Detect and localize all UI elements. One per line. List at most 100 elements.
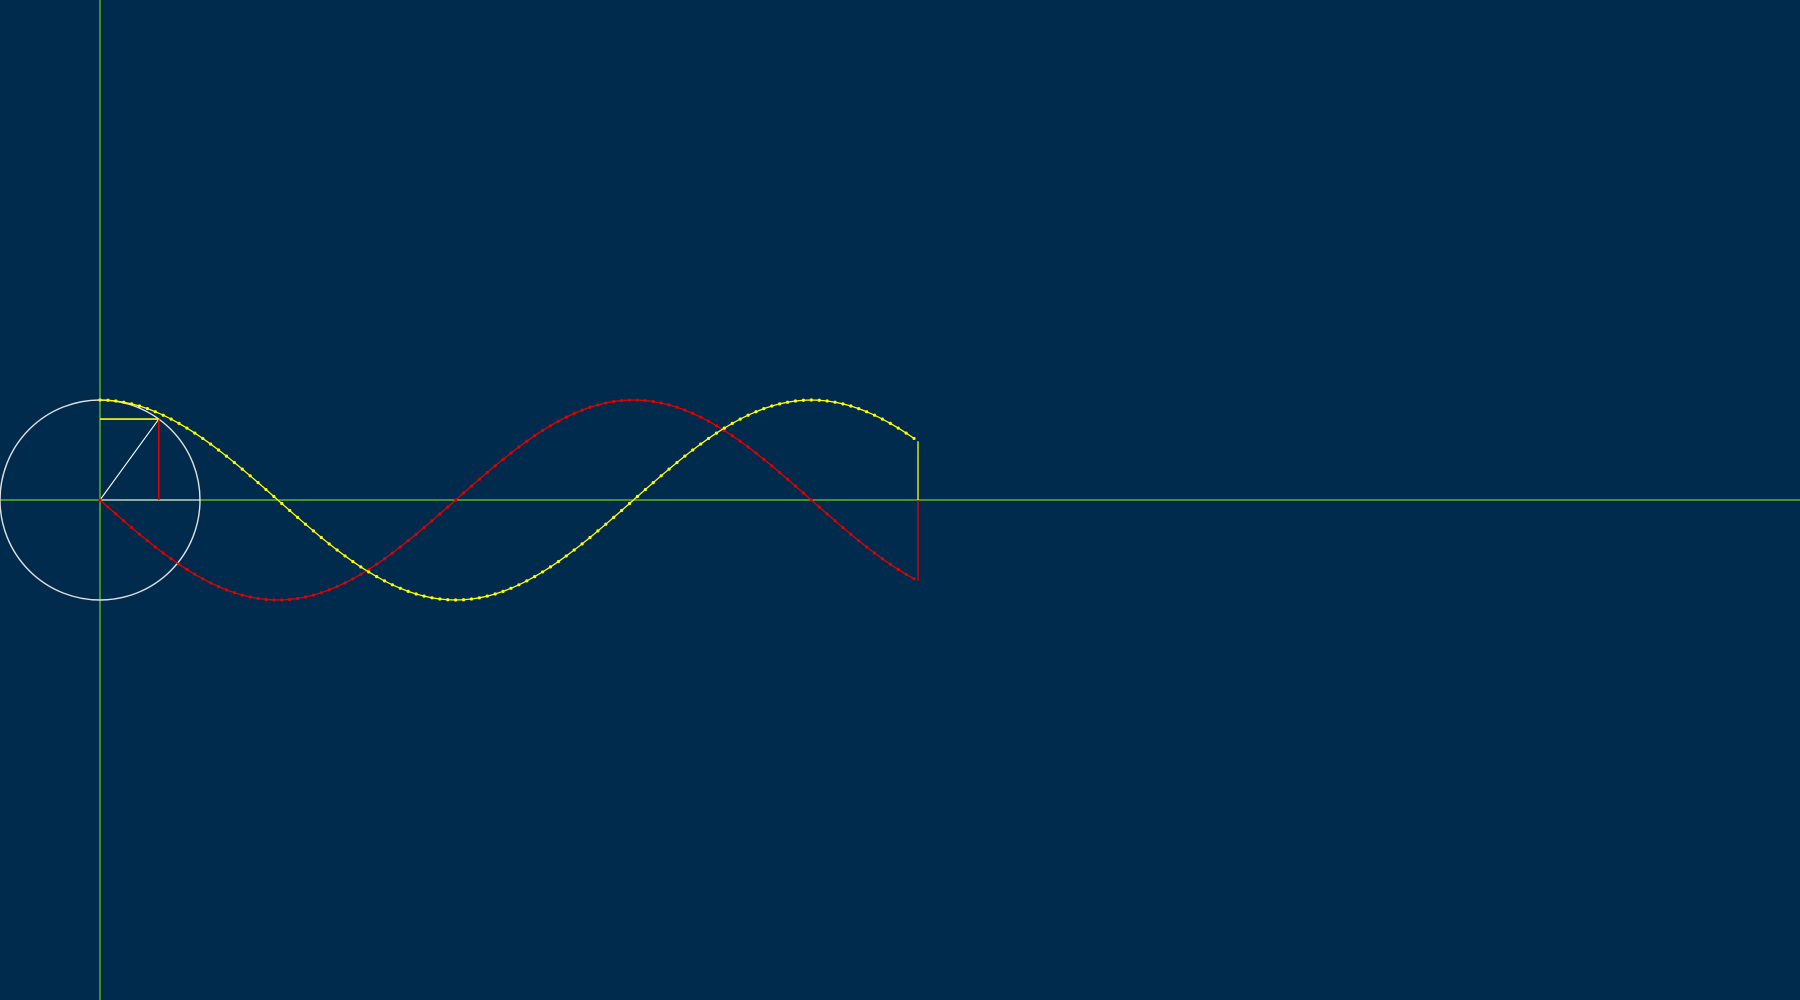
- sine-sample-point: [240, 593, 244, 597]
- sine-sample-point: [185, 567, 189, 572]
- sine-sample-point: [778, 470, 782, 475]
- sine-sample-point: [98, 498, 102, 502]
- cosine-sample-point: [288, 508, 292, 513]
- sine-sample-point: [493, 464, 497, 468]
- cosine-sample-point: [343, 554, 347, 558]
- cosine-sample-point: [604, 522, 608, 526]
- cosine-sample-point: [896, 426, 900, 430]
- sine-sample-point: [699, 415, 703, 419]
- cosine-sample-point: [865, 410, 869, 414]
- cosine-sample-point: [699, 442, 703, 446]
- cosine-sample-point: [785, 400, 790, 404]
- sine-sample-point: [651, 399, 655, 404]
- sine-sample-point: [114, 512, 118, 516]
- cosine-sample-point: [525, 579, 529, 583]
- cosine-sample-point: [635, 494, 640, 499]
- sine-sample-point: [335, 585, 339, 589]
- sine-sample-point: [833, 519, 837, 523]
- sine-sample-point: [122, 519, 126, 523]
- cosine-sample-point: [216, 448, 221, 452]
- cosine-sample-point: [382, 579, 387, 583]
- cosine-sample-point: [122, 400, 126, 404]
- cosine-sample-point: [240, 467, 244, 471]
- sine-sample-point: [857, 539, 861, 543]
- cosine-sample-point: [280, 501, 284, 506]
- cosine-sample-point: [177, 421, 181, 425]
- sine-sample-point: [295, 596, 300, 601]
- cosine-sample-point: [272, 494, 276, 499]
- cosine-sample-point: [675, 460, 679, 465]
- sine-sample-point: [153, 545, 157, 549]
- sine-sample-point: [817, 505, 821, 509]
- cosine-sample-point: [359, 565, 363, 569]
- cosine-sample-point: [327, 542, 331, 546]
- sine-sample-point: [137, 532, 142, 536]
- sine-sample-point: [770, 464, 774, 468]
- cosine-sample-point: [114, 399, 118, 403]
- sine-sample-point: [438, 512, 442, 516]
- sine-sample-point: [635, 398, 640, 402]
- cosine-sample-point: [793, 399, 798, 403]
- cosine-sample-point: [667, 467, 671, 471]
- cosine-sample-point: [224, 454, 229, 458]
- sine-sample-point: [896, 567, 900, 572]
- sine-sample-point: [572, 411, 576, 415]
- sine-sample-point: [588, 405, 592, 409]
- sine-sample-point: [248, 595, 252, 599]
- sine-sample-point: [145, 539, 150, 543]
- cosine-sample-point: [106, 398, 110, 402]
- cosine-sample-point: [556, 559, 561, 564]
- sine-sample-point: [232, 591, 236, 595]
- cosine-sample-point: [201, 436, 205, 441]
- cosine-sample-point: [612, 515, 616, 519]
- sine-sample-point: [406, 539, 410, 543]
- sine-sample-point: [691, 411, 695, 415]
- cosine-sample-point: [414, 592, 418, 596]
- sine-sample-point: [351, 577, 355, 581]
- cosine-sample-point: [390, 583, 395, 587]
- cosine-sample-point: [335, 548, 339, 552]
- sine-sample-point: [754, 451, 758, 455]
- sine-sample-point: [256, 596, 260, 601]
- cosine-sample-point: [857, 407, 861, 411]
- cosine-sample-point: [849, 404, 853, 408]
- sine-sample-point: [454, 498, 458, 502]
- sine-sample-point: [904, 572, 908, 576]
- sine-sample-point: [414, 532, 418, 536]
- sine-sample-point: [730, 434, 734, 438]
- sine-sample-point: [627, 398, 632, 402]
- cosine-sample-point: [596, 529, 600, 533]
- sine-sample-point: [477, 477, 481, 481]
- cosine-sample-point: [888, 421, 892, 425]
- sine-sample-point: [785, 477, 790, 481]
- cosine-sample-point: [809, 398, 813, 402]
- cosine-sample-point: [651, 481, 655, 485]
- cosine-sample-point: [770, 404, 774, 408]
- sine-sample-point: [359, 572, 363, 576]
- sine-sample-point: [430, 519, 434, 523]
- sine-sample-point: [517, 445, 521, 449]
- cosine-sample-point: [485, 594, 489, 598]
- sine-sample-point: [461, 491, 466, 495]
- sine-sample-point: [722, 428, 726, 433]
- sine-sample-point: [548, 424, 553, 428]
- cosine-sample-point: [762, 407, 766, 411]
- cosine-sample-point: [248, 474, 252, 478]
- sine-sample-point: [872, 551, 877, 555]
- sine-sample-point: [485, 470, 489, 475]
- sine-sample-point: [667, 403, 671, 407]
- cosine-sample-point: [375, 575, 379, 579]
- sine-sample-point: [446, 505, 450, 509]
- sine-sample-point: [612, 399, 616, 404]
- rotating-radius: [99, 418, 160, 501]
- cosine-sample-point: [548, 565, 553, 569]
- sine-sample-point: [738, 439, 742, 443]
- sine-sample-point: [469, 484, 474, 488]
- sine-sample-point: [193, 572, 197, 576]
- cosine-sample-point: [303, 522, 308, 526]
- cosine-sample-point: [161, 413, 165, 417]
- cosine-sample-point: [295, 515, 300, 519]
- cosine-sample-point: [469, 597, 474, 601]
- sine-sample-point: [209, 581, 213, 585]
